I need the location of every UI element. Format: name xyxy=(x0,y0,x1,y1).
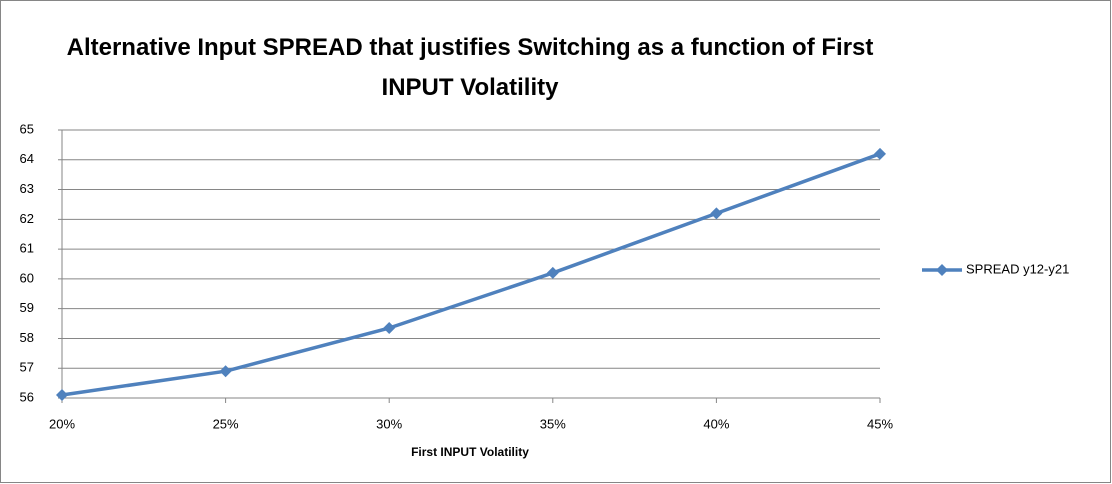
y-tick-label: 65 xyxy=(20,121,34,136)
x-tick-label: 35% xyxy=(540,416,566,431)
data-point xyxy=(56,389,68,402)
y-tick-label: 56 xyxy=(20,389,34,404)
legend-marker xyxy=(936,264,948,276)
y-tick-label: 57 xyxy=(20,360,34,375)
legend-label: SPREAD y12-y21 xyxy=(966,261,1069,276)
y-tick-label: 62 xyxy=(20,211,34,226)
data-point xyxy=(710,207,723,220)
data-point xyxy=(219,365,232,378)
data-point xyxy=(383,322,396,335)
chart-title: Alternative Input SPREAD that justifies … xyxy=(66,34,874,101)
data-point xyxy=(874,147,886,160)
y-tick-label: 60 xyxy=(20,270,34,285)
y-tick-label: 63 xyxy=(20,181,34,196)
x-tick-label: 40% xyxy=(703,416,729,431)
y-tick-label: 59 xyxy=(20,300,34,315)
x-axis-label: First INPUT Volatility xyxy=(411,445,529,459)
x-tick-label: 30% xyxy=(376,416,402,431)
x-tick-label: 25% xyxy=(213,416,239,431)
x-tick-label: 45% xyxy=(867,416,893,431)
y-tick-label: 64 xyxy=(20,151,34,166)
y-tick-label: 61 xyxy=(20,241,34,256)
x-tick-label: 20% xyxy=(49,416,75,431)
y-tick-label: 58 xyxy=(20,330,34,345)
series-line xyxy=(61,152,881,397)
data-point xyxy=(546,266,559,279)
